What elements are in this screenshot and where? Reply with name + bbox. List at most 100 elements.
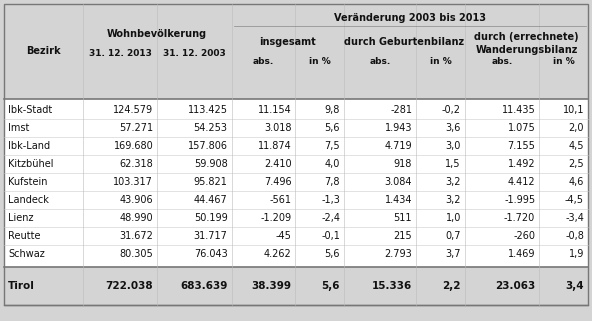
Text: 54.253: 54.253	[194, 123, 227, 133]
Text: 0,7: 0,7	[445, 231, 461, 241]
Text: 1,0: 1,0	[446, 213, 461, 223]
Text: 3,0: 3,0	[446, 141, 461, 151]
Text: -281: -281	[390, 105, 412, 115]
Text: -1.720: -1.720	[504, 213, 535, 223]
Text: 11.435: 11.435	[501, 105, 535, 115]
Text: durch (errechnete): durch (errechnete)	[474, 32, 579, 42]
Text: in %: in %	[553, 56, 574, 65]
Text: -3,4: -3,4	[565, 213, 584, 223]
Bar	[4, 99, 588, 267]
Text: 31.717: 31.717	[194, 231, 227, 241]
Text: Bezirk: Bezirk	[26, 47, 61, 56]
Text: 1.434: 1.434	[385, 195, 412, 205]
Text: 157.806: 157.806	[188, 141, 227, 151]
Text: -1.209: -1.209	[260, 213, 291, 223]
Text: Landeck: Landeck	[8, 195, 49, 205]
Text: Schwaz: Schwaz	[8, 249, 45, 259]
Text: 11.154: 11.154	[258, 105, 291, 115]
Text: -0,1: -0,1	[321, 231, 340, 241]
Text: 4.262: 4.262	[263, 249, 291, 259]
Text: Reutte: Reutte	[8, 231, 40, 241]
Text: 7,8: 7,8	[324, 177, 340, 187]
Text: Veränderung 2003 bis 2013: Veränderung 2003 bis 2013	[334, 13, 486, 23]
Text: 31. 12. 2003: 31. 12. 2003	[163, 49, 226, 58]
Text: -561: -561	[269, 195, 291, 205]
Text: 57.271: 57.271	[119, 123, 153, 133]
Text: Wanderungsbilanz: Wanderungsbilanz	[475, 45, 578, 55]
Text: 31. 12. 2013: 31. 12. 2013	[89, 49, 152, 58]
Text: 23.063: 23.063	[495, 281, 535, 291]
Text: durch Geburtenbilanz: durch Geburtenbilanz	[345, 37, 465, 47]
Text: Wohnbevölkerung: Wohnbevölkerung	[107, 29, 207, 39]
Text: abs.: abs.	[491, 56, 513, 65]
Text: 76.043: 76.043	[194, 249, 227, 259]
Text: 1,5: 1,5	[445, 159, 461, 169]
Text: 4.719: 4.719	[385, 141, 412, 151]
Text: 4,5: 4,5	[568, 141, 584, 151]
Text: 80.305: 80.305	[120, 249, 153, 259]
Bar	[4, 4, 588, 99]
Text: -4,5: -4,5	[565, 195, 584, 205]
Text: -2,4: -2,4	[321, 213, 340, 223]
Bar	[4, 267, 588, 305]
Text: 59.908: 59.908	[194, 159, 227, 169]
Text: 48.990: 48.990	[120, 213, 153, 223]
Text: in %: in %	[430, 56, 452, 65]
Text: 113.425: 113.425	[188, 105, 227, 115]
Text: insgesamt: insgesamt	[259, 37, 316, 47]
Text: 683.639: 683.639	[180, 281, 227, 291]
Text: in %: in %	[309, 56, 331, 65]
Text: 62.318: 62.318	[120, 159, 153, 169]
Text: 3,4: 3,4	[565, 281, 584, 291]
Text: Ibk-Stadt: Ibk-Stadt	[8, 105, 52, 115]
Text: 5,6: 5,6	[324, 123, 340, 133]
Text: Lienz: Lienz	[8, 213, 34, 223]
Text: 918: 918	[394, 159, 412, 169]
Text: 1,9: 1,9	[569, 249, 584, 259]
Text: 3,2: 3,2	[445, 177, 461, 187]
Text: 1.492: 1.492	[507, 159, 535, 169]
Text: 3.084: 3.084	[385, 177, 412, 187]
Text: 1.469: 1.469	[508, 249, 535, 259]
Text: 3,7: 3,7	[445, 249, 461, 259]
Text: 722.038: 722.038	[105, 281, 153, 291]
Text: 4,6: 4,6	[569, 177, 584, 187]
Text: Tirol: Tirol	[8, 281, 35, 291]
Text: 4,0: 4,0	[325, 159, 340, 169]
Text: 95.821: 95.821	[194, 177, 227, 187]
Text: -0,2: -0,2	[442, 105, 461, 115]
Text: -45: -45	[275, 231, 291, 241]
Text: 44.467: 44.467	[194, 195, 227, 205]
Text: 4.412: 4.412	[507, 177, 535, 187]
Text: 215: 215	[394, 231, 412, 241]
Text: 2.793: 2.793	[384, 249, 412, 259]
Text: 2.410: 2.410	[264, 159, 291, 169]
Text: 1.943: 1.943	[385, 123, 412, 133]
Text: 11.874: 11.874	[258, 141, 291, 151]
Text: 2,5: 2,5	[568, 159, 584, 169]
Text: Imst: Imst	[8, 123, 30, 133]
Text: 511: 511	[394, 213, 412, 223]
Text: 169.680: 169.680	[114, 141, 153, 151]
Text: -260: -260	[513, 231, 535, 241]
Text: 2,0: 2,0	[568, 123, 584, 133]
Text: 31.672: 31.672	[120, 231, 153, 241]
Text: 43.906: 43.906	[120, 195, 153, 205]
Text: Ibk-Land: Ibk-Land	[8, 141, 50, 151]
Text: 10,1: 10,1	[562, 105, 584, 115]
Text: 7.155: 7.155	[507, 141, 535, 151]
Text: 3,6: 3,6	[446, 123, 461, 133]
Text: 5,6: 5,6	[321, 281, 340, 291]
Text: 9,8: 9,8	[325, 105, 340, 115]
Text: Kitzbühel: Kitzbühel	[8, 159, 53, 169]
Text: 7.496: 7.496	[264, 177, 291, 187]
Text: 50.199: 50.199	[194, 213, 227, 223]
Text: Kufstein: Kufstein	[8, 177, 47, 187]
Text: -1,3: -1,3	[321, 195, 340, 205]
Text: -1.995: -1.995	[504, 195, 535, 205]
Text: abs.: abs.	[369, 56, 391, 65]
Text: 2,2: 2,2	[442, 281, 461, 291]
Text: 1.075: 1.075	[507, 123, 535, 133]
Text: abs.: abs.	[253, 56, 274, 65]
Text: 7,5: 7,5	[324, 141, 340, 151]
